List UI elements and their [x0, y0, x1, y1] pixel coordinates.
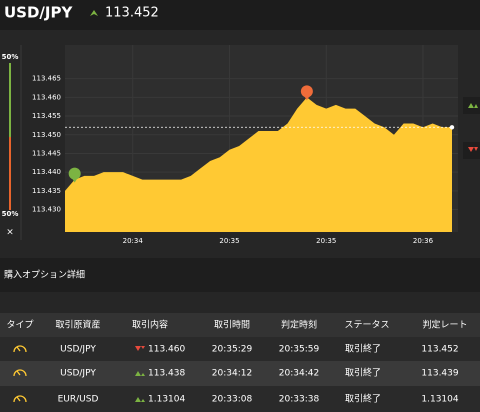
table-row-bg: [0, 386, 480, 412]
sentiment-low: 50%: [2, 210, 19, 218]
y-tick-label: 113.450: [32, 131, 61, 139]
status-cell: 取引終了: [345, 343, 381, 355]
y-tick-label: 113.445: [32, 149, 61, 157]
status-cell: 取引終了: [345, 393, 381, 405]
table-header-cell: 取引原資産: [55, 319, 100, 331]
y-tick-label: 113.465: [32, 75, 61, 83]
section-bar: [0, 258, 480, 292]
entry-marker: [68, 167, 81, 180]
entry-marker-tip: [71, 177, 78, 183]
entry-cell: 113.438: [148, 369, 185, 379]
symbol: USD/JPY: [4, 4, 73, 22]
entry-marker-tip: [303, 95, 310, 101]
expiry-cell: 20:35:59: [279, 345, 320, 355]
x-tick-label: 20:35: [219, 237, 239, 245]
rate-cell: 1.13104: [421, 395, 458, 405]
table-row-bg: [0, 361, 480, 386]
expiry-cell: 20:33:38: [279, 395, 320, 405]
table-header-cell: 判定時刻: [281, 319, 317, 331]
sentiment-high: 50%: [2, 53, 19, 61]
up-arrow: [90, 10, 98, 16]
current-rate-dot: [449, 125, 455, 130]
asset-cell: USD/JPY: [60, 369, 96, 379]
table-header-cell: ステータス: [344, 320, 389, 331]
expiry-cell: 20:34:42: [279, 369, 319, 379]
type-icon: [13, 345, 27, 353]
type-icon-needle: [16, 396, 21, 402]
type-icon-needle: [16, 346, 21, 352]
time-cell: 20:35:29: [212, 345, 253, 355]
x-tick-label: 20:35: [316, 237, 336, 245]
x-tick-label: 20:34: [123, 237, 144, 245]
price: 113.452: [105, 6, 159, 21]
entry-marker: [300, 85, 313, 98]
asset-cell: EUR/USD: [58, 395, 99, 405]
section-title: 購入オプション詳細: [4, 269, 85, 281]
up-icon: [135, 371, 145, 376]
x-tick-label: 20:36: [413, 237, 434, 245]
entry-cell: 113.460: [148, 345, 185, 355]
rate-cell: 113.452: [421, 345, 458, 355]
type-icon-needle: [16, 370, 21, 376]
header-bar: [0, 0, 480, 30]
low-icon: [468, 147, 478, 152]
high-icon: [468, 103, 478, 108]
type-icon: [13, 395, 27, 403]
y-tick-label: 113.435: [32, 187, 61, 195]
y-tick-label: 113.430: [32, 206, 61, 214]
entry-cell: 1.13104: [148, 395, 185, 405]
rate-cell: 113.439: [421, 369, 458, 379]
table-header-cell: 判定レート: [422, 319, 467, 331]
status-cell: 取引終了: [345, 367, 381, 379]
down-icon: [135, 346, 145, 351]
up-icon: [135, 397, 145, 402]
y-tick-label: 113.460: [32, 93, 61, 101]
table-header: [0, 313, 480, 337]
table-header-cell: タイプ: [6, 320, 33, 331]
asset-cell: USD/JPY: [60, 345, 96, 355]
table-header-cell: 取引内容: [132, 319, 168, 331]
y-tick-label: 113.440: [32, 168, 61, 176]
time-cell: 20:33:08: [212, 395, 253, 405]
table-row-bg: [0, 337, 480, 361]
y-tick-label: 113.455: [32, 112, 61, 120]
price-area: [65, 97, 452, 232]
type-icon: [13, 369, 27, 377]
close-button[interactable]: ×: [6, 228, 14, 238]
table-header-cell: 取引時間: [214, 320, 250, 331]
time-cell: 20:34:12: [212, 369, 252, 379]
